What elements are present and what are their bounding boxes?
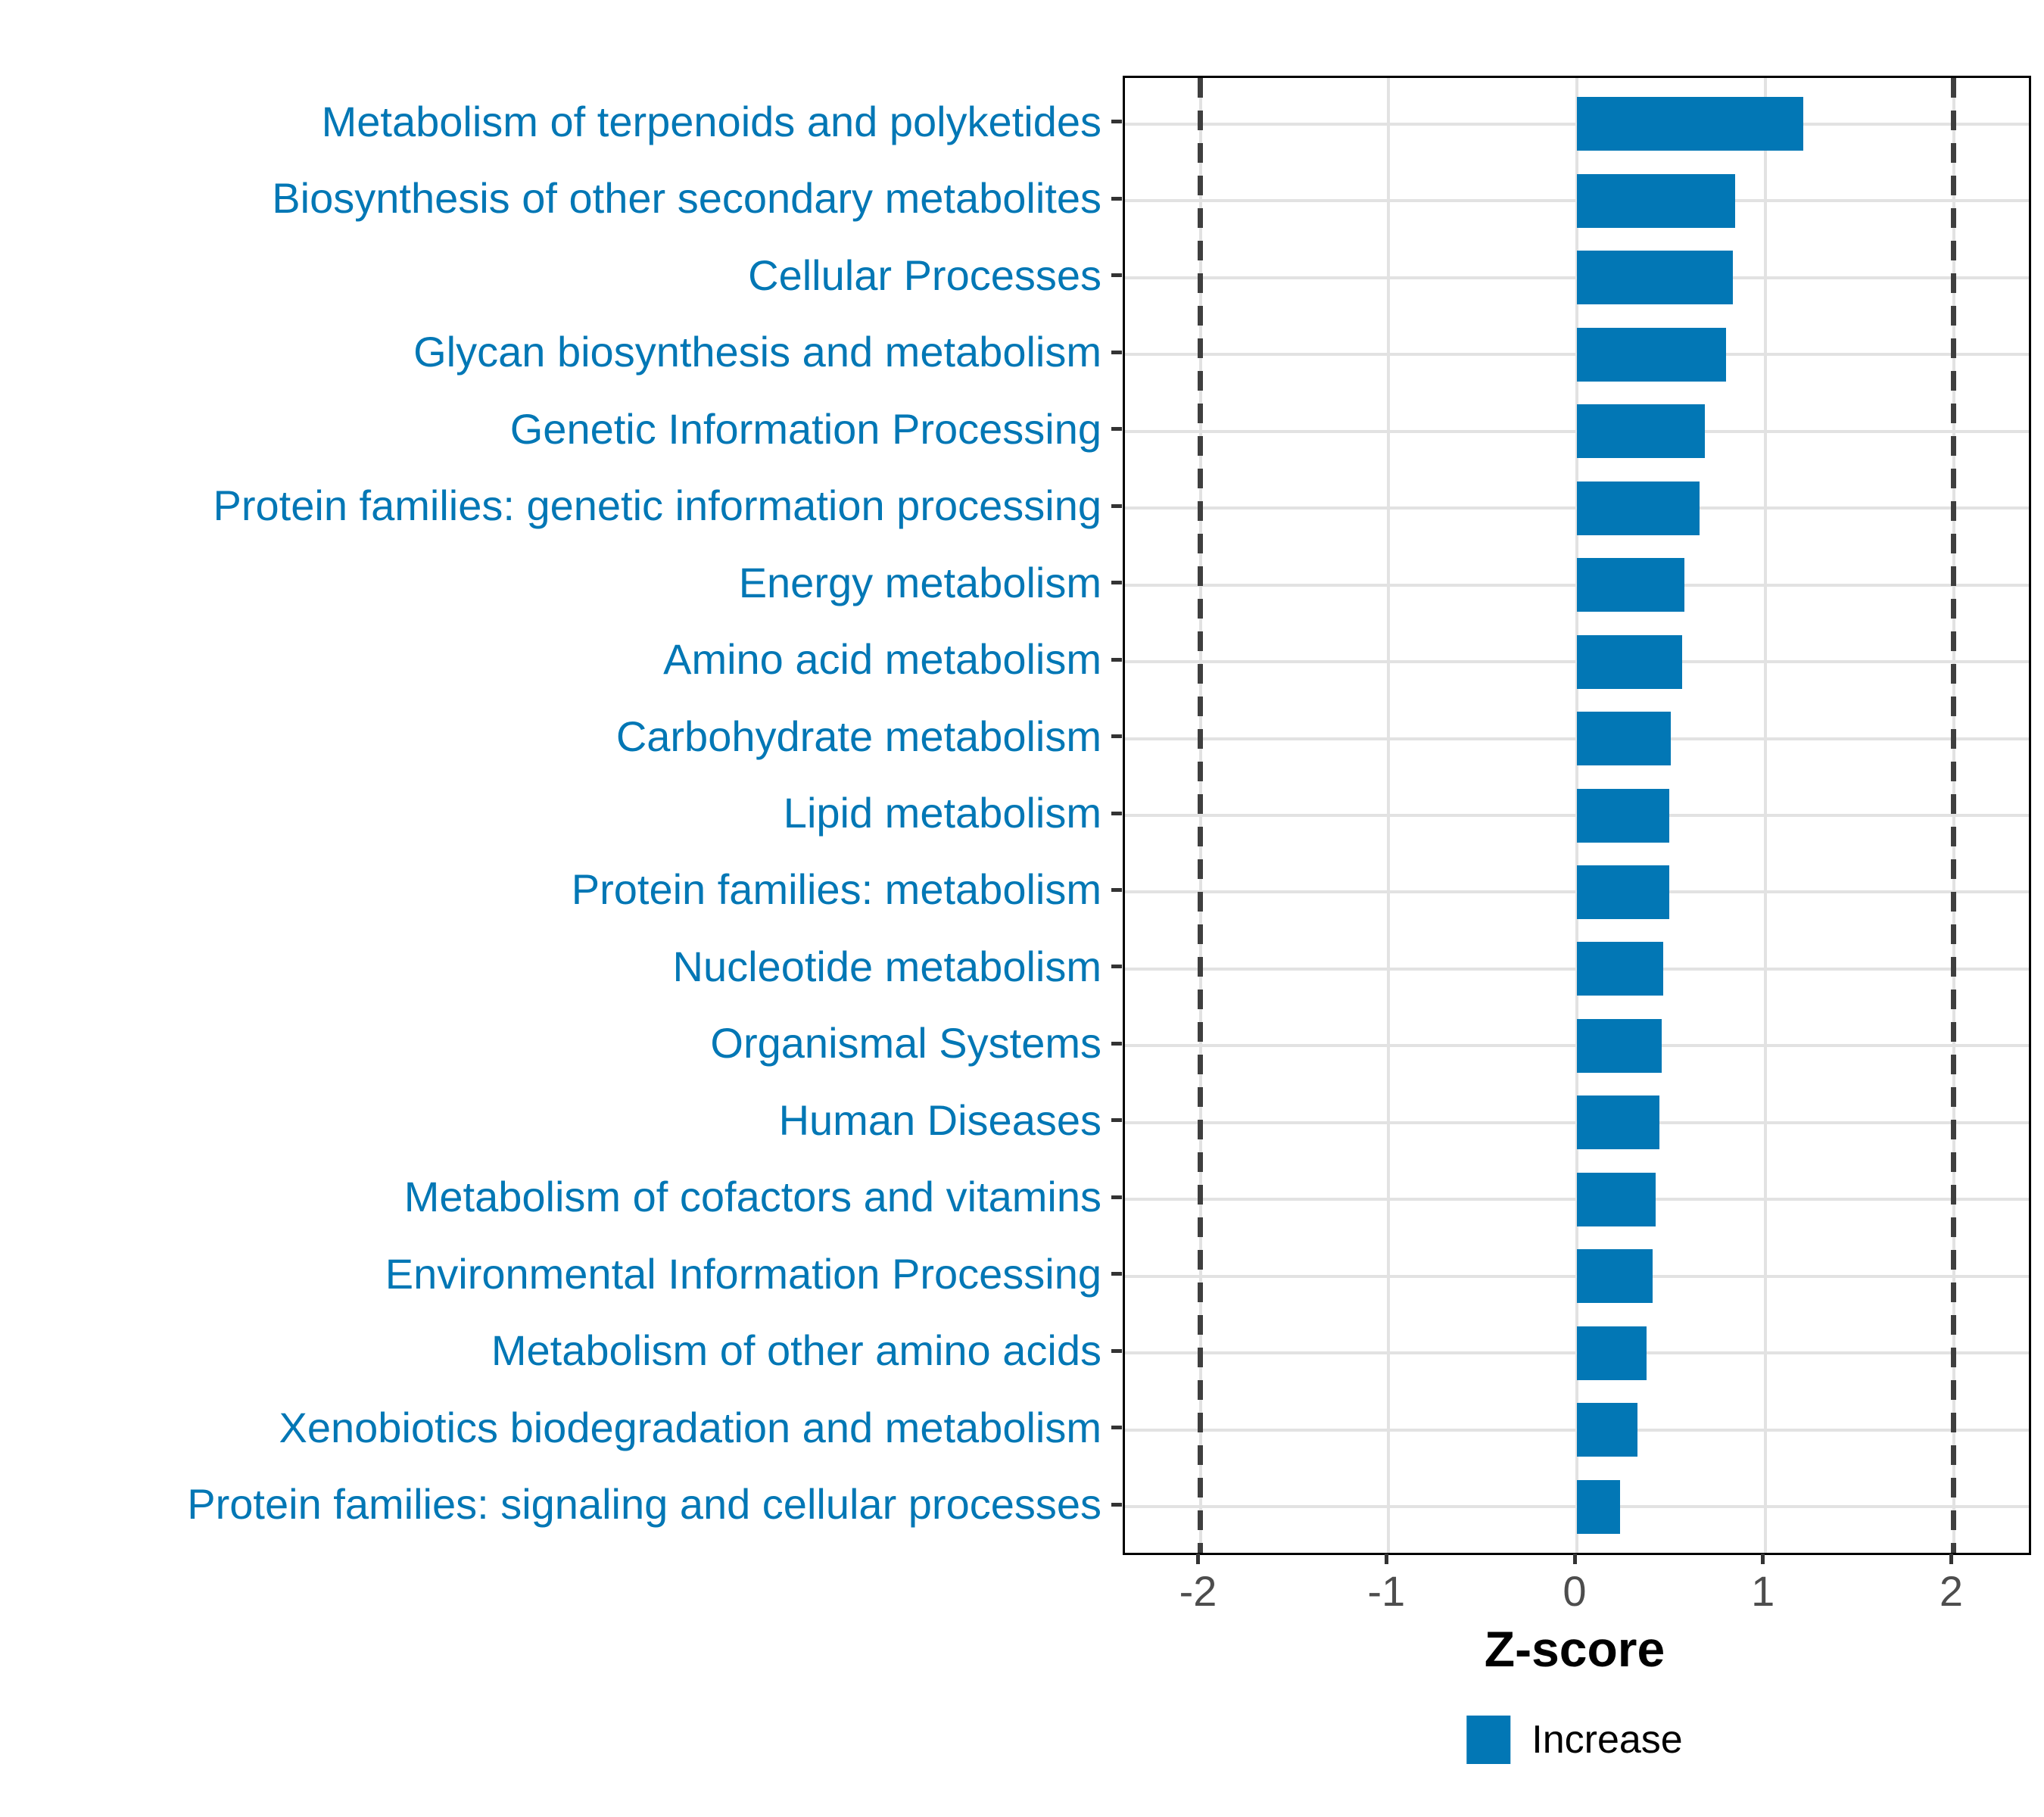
bar [1577,634,1683,689]
x-tick-mark [1572,1554,1577,1564]
legend-key-swatch [1466,1716,1511,1764]
bar [1577,1479,1621,1534]
x-tick-label: 1 [1751,1567,1775,1615]
y-axis-label: Energy metabolism [738,558,1101,606]
plot-panel [1123,76,2031,1555]
reference-dashed-line [1198,78,1203,1553]
y-axis-label: Amino acid metabolism [663,635,1101,684]
bar [1577,173,1735,228]
bar [1577,865,1669,919]
y-axis-label: Metabolism of other amino acids [491,1326,1101,1375]
x-tick-mark [1761,1554,1765,1564]
bar [1577,327,1726,382]
y-tick-mark [1111,1272,1122,1276]
x-tick-label: -2 [1179,1567,1217,1615]
x-tick-mark [1384,1554,1388,1564]
y-axis-label: Metabolism of cofactors and vitamins [404,1173,1101,1221]
y-tick-mark [1111,1195,1122,1199]
y-tick-mark [1111,734,1122,739]
y-axis-label: Organismal Systems [710,1019,1101,1067]
y-tick-mark [1111,887,1122,892]
y-axis-label: Nucleotide metabolism [672,942,1101,990]
y-axis-label: Protein families: signaling and cellular… [187,1480,1101,1529]
bar [1577,251,1734,305]
y-tick-mark [1111,965,1122,969]
y-axis-label: Lipid metabolism [783,789,1101,837]
v-gridline [1387,78,1391,1553]
y-axis-label: Glycan biosynthesis and metabolism [413,328,1101,376]
y-tick-mark [1111,811,1122,815]
y-axis-label: Human Diseases [778,1095,1101,1144]
y-axis-label: Genetic Information Processing [509,404,1101,453]
y-axis-label: Biosynthesis of other secondary metaboli… [272,174,1101,223]
y-tick-mark [1111,1502,1122,1507]
bar [1577,1018,1662,1073]
bar [1577,1095,1660,1150]
bar [1577,1249,1653,1304]
bar [1577,404,1706,459]
x-tick-label: 2 [1939,1567,1964,1615]
y-tick-mark [1111,196,1122,201]
y-axis-label: Metabolism of terpenoids and polyketides [321,97,1101,145]
y-tick-mark [1111,1118,1122,1123]
x-tick-mark [1949,1554,1953,1564]
x-tick-label: -1 [1367,1567,1406,1615]
bar [1577,558,1684,612]
y-axis-label: Carbohydrate metabolism [615,712,1101,760]
y-axis-label: Environmental Information Processing [385,1249,1101,1298]
x-tick-label: 0 [1563,1567,1587,1615]
bar [1577,712,1672,766]
bar [1577,481,1700,535]
legend-label: Increase [1531,1718,1683,1762]
bar [1577,788,1669,843]
bar [1577,97,1803,151]
y-axis-label: Protein families: genetic information pr… [213,482,1101,530]
y-tick-mark [1111,427,1122,432]
y-tick-mark [1111,1426,1122,1430]
bar [1577,942,1664,996]
y-axis-label: Protein families: metabolism [571,865,1101,914]
bar [1577,1326,1647,1380]
y-tick-mark [1111,120,1122,124]
y-tick-mark [1111,657,1122,662]
x-axis-title: Z-score [1484,1621,1665,1677]
y-tick-mark [1111,503,1122,508]
y-axis-label: Xenobiotics biodegradation and metabolis… [279,1403,1101,1451]
y-tick-mark [1111,273,1122,278]
y-tick-mark [1111,350,1122,354]
reference-dashed-line [1951,78,1956,1553]
y-tick-mark [1111,1041,1122,1046]
y-tick-mark [1111,1348,1122,1353]
v-gridline [1763,78,1767,1553]
legend: Increase [1466,1716,1683,1764]
x-tick-mark [1196,1554,1200,1564]
bar [1577,1403,1637,1457]
y-axis-label: Cellular Processes [748,251,1101,299]
y-tick-mark [1111,581,1122,585]
bar [1577,1172,1656,1226]
